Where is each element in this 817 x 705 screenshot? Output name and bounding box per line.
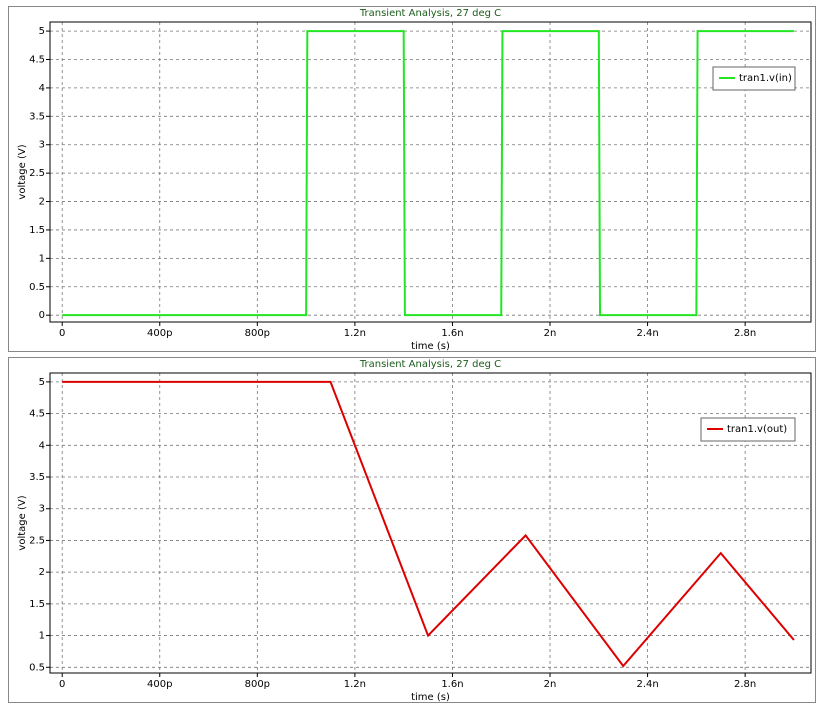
x-tick-label: 2.4n: [636, 679, 658, 690]
chart-title: Transient Analysis, 27 deg C: [359, 359, 501, 370]
legend-label: tran1.v(in): [739, 73, 792, 84]
x-tick-label: 2.4n: [636, 328, 658, 339]
x-axis-label: time (s): [411, 692, 450, 703]
plot-frame: [49, 21, 812, 323]
y-tick-label: 4: [39, 440, 45, 451]
x-axis-label: time (s): [411, 341, 450, 352]
x-tick-label: 2n: [544, 328, 557, 339]
y-tick-label: 5: [39, 377, 45, 388]
series-line: [62, 30, 794, 317]
chart-panel: Transient Analysis, 27 deg C 0.5 1 1.5 2 2.5 3…: [8, 357, 816, 703]
y-tick-label: 2: [39, 197, 45, 208]
y-tick-label: 4: [39, 83, 45, 94]
y-tick-label: 2.5: [29, 168, 45, 179]
y-tick-label: 3.5: [29, 111, 45, 122]
x-tick-label: 1.2n: [344, 679, 366, 690]
y-axis-label: voltage (V): [17, 144, 28, 199]
y-tick-label: 2.5: [29, 535, 45, 546]
x-tick-label: 2.8n: [734, 679, 756, 690]
x-tick-label: 2n: [544, 679, 557, 690]
y-tick-label: 1.5: [29, 225, 45, 236]
panel-frame: [8, 6, 816, 352]
y-tick-label: 1.5: [29, 599, 45, 610]
x-tick-label: 1.6n: [441, 328, 463, 339]
y-tick-label: 3.5: [29, 472, 45, 483]
x-tick-label: 1.2n: [344, 328, 366, 339]
x-tick-label: 2.8n: [734, 328, 756, 339]
y-tick-label: 0: [39, 310, 45, 321]
y-tick-label: 0.5: [29, 662, 45, 673]
legend-box: [712, 66, 796, 91]
series-line: [62, 380, 795, 668]
plot-frame: [49, 372, 812, 674]
y-tick-label: 4.5: [29, 409, 45, 420]
y-axis-label: voltage (V): [17, 495, 28, 550]
chart-title: Transient Analysis, 27 deg C: [359, 8, 501, 19]
y-tick-label: 3: [39, 140, 45, 151]
y-tick-label: 4.5: [29, 55, 45, 66]
x-tick-label: 800p: [245, 328, 270, 339]
x-tick-label: 400p: [147, 679, 172, 690]
legend-box: [700, 417, 796, 442]
x-tick-label: 1.6n: [441, 679, 463, 690]
chart-panel: Transient Analysis, 27 deg C 0 0.5 1 1.5 2 2.5…: [8, 6, 816, 352]
x-tick-label: 400p: [147, 328, 172, 339]
y-tick-label: 5: [39, 26, 45, 37]
y-tick-label: 3: [39, 504, 45, 515]
x-tick-label: 0: [59, 679, 65, 690]
x-tick-label: 800p: [245, 679, 270, 690]
panel-frame: [8, 357, 816, 703]
legend-label: tran1.v(out): [727, 424, 787, 435]
x-tick-label: 0: [59, 328, 65, 339]
y-tick-label: 1: [39, 253, 45, 264]
y-tick-label: 0.5: [29, 282, 45, 293]
y-tick-label: 1: [39, 631, 45, 642]
y-tick-label: 2: [39, 567, 45, 578]
